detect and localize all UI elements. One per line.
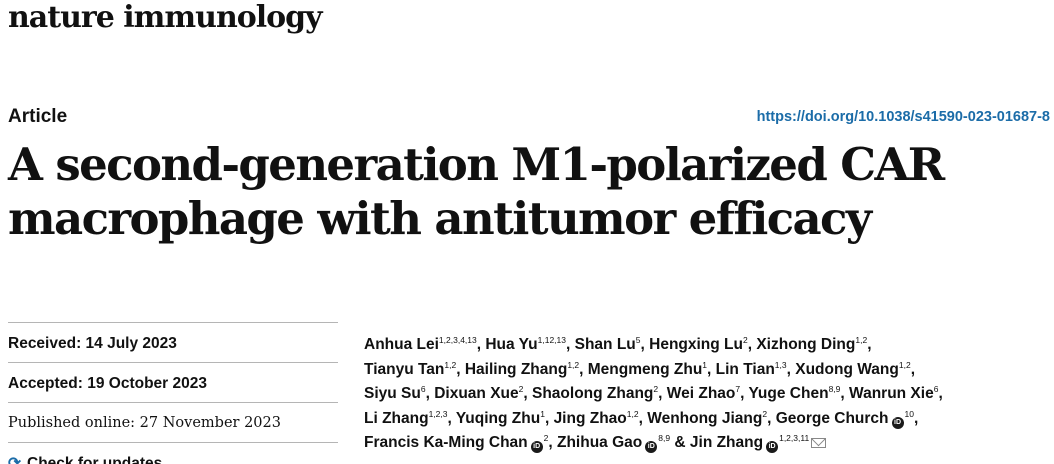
author[interactable]: Anhua Lei1,2,3,4,13 <box>364 336 477 353</box>
author[interactable]: Xizhong Ding1,2 <box>756 336 867 353</box>
author-affiliations: 8,9 <box>828 384 841 394</box>
article-title: A second-generation M1-polarized CAR mac… <box>8 138 1048 246</box>
author-name: Hengxing Lu <box>649 336 743 353</box>
author-affiliations: 1,12,13 <box>537 335 566 345</box>
author-name: Jing Zhao <box>553 409 627 427</box>
orcid-icon[interactable]: iD <box>891 416 904 429</box>
author[interactable]: Yuge Chen8,9 <box>748 385 840 402</box>
email-icon[interactable] <box>811 438 827 448</box>
author-name: Mengmeng Zhu <box>587 360 703 378</box>
published-date: Published online: 27 November 2023 <box>8 402 338 442</box>
check-updates-label: Check for updates <box>27 455 163 464</box>
author[interactable]: Shan Lu5 <box>575 336 641 353</box>
author-name: Xudong Wang <box>795 360 899 378</box>
author-name: Zhihua Gao <box>557 434 643 451</box>
author-name: Yuge Chen <box>748 385 829 402</box>
author-affiliations: 1,2 <box>898 359 911 370</box>
author-name: Wei Zhao <box>666 385 736 402</box>
author-name: Xizhong Ding <box>756 336 856 353</box>
author-affiliations: 1,2,3,4,13 <box>438 335 477 345</box>
author-affiliations: 1,2 <box>444 359 457 370</box>
author-affiliations: 1,2 <box>567 359 580 370</box>
author-affiliations: 1,3 <box>774 359 787 370</box>
title-line-2: macrophage with antitumor efficacy <box>8 192 872 245</box>
author-affiliations: 1 <box>540 408 545 419</box>
author-name: Hailing Zhang <box>464 360 568 378</box>
check-updates-link[interactable]: ⟳ Check for updates <box>8 442 338 464</box>
author-name: Wenhong Jiang <box>647 409 763 427</box>
author[interactable]: Siyu Su6 <box>364 385 426 402</box>
doi-link[interactable]: https://doi.org/10.1038/s41590-023-01687… <box>756 109 1050 125</box>
author-affiliations: 2 <box>543 433 549 443</box>
author-affiliations: 2 <box>742 335 748 345</box>
author[interactable]: Wenhong Jiang2 <box>647 408 768 427</box>
author-name: Shan Lu <box>574 336 636 353</box>
title-line-1: A second-generation M1-polarized CAR <box>8 138 945 191</box>
author-name: Tianyu Tan <box>364 360 445 378</box>
author[interactable]: Jin Zhang iD1,2,3,11 <box>689 433 810 453</box>
author-name: George Church <box>775 409 889 427</box>
author[interactable]: Li Zhang1,2,3 <box>364 408 448 427</box>
author[interactable]: Hua Yu1,12,13 <box>485 336 566 353</box>
author-name: Jin Zhang <box>689 434 764 451</box>
orcid-icon[interactable]: iD <box>766 441 779 453</box>
author-name: Siyu Su <box>364 385 421 402</box>
author[interactable]: Jing Zhao1,2 <box>553 408 639 427</box>
author-affiliations: 2 <box>653 384 659 394</box>
journal-name[interactable]: nature immunology <box>8 0 323 35</box>
author-name: Li Zhang <box>364 409 429 427</box>
author-name: Lin Tian <box>715 360 775 378</box>
dates-panel: Received: 14 July 2023 Accepted: 19 Octo… <box>8 322 338 464</box>
author[interactable]: Wei Zhao7 <box>667 385 740 402</box>
author-name: Shaolong Zhang <box>532 385 654 402</box>
author-affiliations: 1,2,3,11 <box>779 433 810 443</box>
author-affiliations: 1,2 <box>855 335 868 345</box>
author[interactable]: Xudong Wang1,2 <box>795 359 911 378</box>
author[interactable]: Tianyu Tan1,2 <box>364 359 457 378</box>
author-affiliations: 6 <box>933 384 939 394</box>
author-affiliations: 2 <box>518 384 524 394</box>
author-affiliations: 10 <box>904 408 914 419</box>
author[interactable]: George Church iD10 <box>775 408 914 429</box>
author[interactable]: Hailing Zhang1,2 <box>464 359 580 378</box>
orcid-icon[interactable]: iD <box>530 441 543 453</box>
check-updates-icon: ⟳ <box>8 455 21 464</box>
author-name: Francis Ka-Ming Chan <box>364 434 528 451</box>
author-affiliations: 7 <box>735 384 741 394</box>
author-affiliations: 1,2,3 <box>428 408 448 419</box>
article-type: Article <box>8 106 68 127</box>
author-name: Hua Yu <box>485 336 538 353</box>
author[interactable]: Dixuan Xue2 <box>434 385 523 402</box>
author-affiliations: 1 <box>702 359 708 370</box>
author-name: Dixuan Xue <box>434 385 519 402</box>
author[interactable]: Lin Tian1,3 <box>715 359 787 378</box>
author[interactable]: Wanrun Xie6 <box>849 385 938 402</box>
author-name: Anhua Lei <box>364 336 439 353</box>
author[interactable]: Francis Ka-Ming Chan iD2 <box>364 433 549 453</box>
author-name: Wanrun Xie <box>849 385 934 402</box>
received-date: Received: 14 July 2023 <box>8 322 338 362</box>
author-affiliations: 5 <box>635 335 641 345</box>
orcid-icon[interactable]: iD <box>645 441 658 453</box>
author-name: Yuqing Zhu <box>455 409 541 427</box>
author[interactable]: Shaolong Zhang2 <box>532 385 658 402</box>
author[interactable]: Zhihua Gao iD8,9 <box>557 433 671 453</box>
author-affiliations: 1,2 <box>626 408 639 419</box>
author[interactable]: Yuqing Zhu1 <box>455 408 545 427</box>
author[interactable]: Mengmeng Zhu1 <box>587 359 708 378</box>
author-affiliations: 8,9 <box>658 433 671 443</box>
author[interactable]: Hengxing Lu2 <box>649 336 748 353</box>
author-list: Anhua Lei1,2,3,4,13, Hua Yu1,12,13, Shan… <box>364 335 943 453</box>
author-affiliations: 2 <box>762 408 768 419</box>
author-affiliations: 6 <box>420 384 426 394</box>
accepted-date: Accepted: 19 October 2023 <box>8 362 338 402</box>
